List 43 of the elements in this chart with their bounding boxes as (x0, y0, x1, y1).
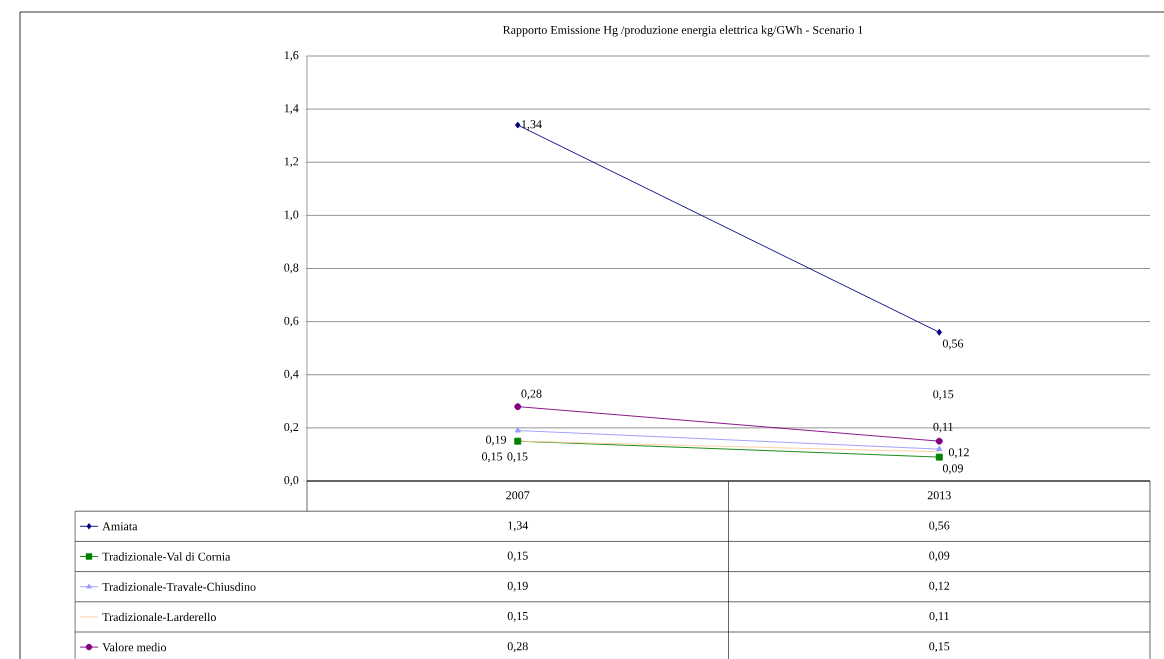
x-tick-label: 2007 (506, 491, 530, 500)
text: 0,15 (507, 452, 528, 463)
y-tick-label: 0,6 (284, 316, 299, 327)
data-label: 0,12 (929, 581, 950, 592)
point (515, 121, 521, 129)
data-label: 0,15 (507, 611, 528, 622)
y-tick-label: 1,2 (284, 157, 299, 168)
text: 0,56 (942, 339, 964, 350)
point (936, 328, 942, 336)
data-label: 1,34 (508, 521, 529, 532)
text: 0,19 (486, 435, 507, 446)
legend-label: Amiata (102, 522, 138, 531)
point (514, 437, 522, 445)
text: 0,12 (948, 448, 969, 459)
y-tick-label: 0,8 (284, 263, 299, 274)
legend-label: Tradizionale-Val di Cornia (102, 552, 231, 561)
x-tick-label: 2013 (927, 491, 951, 500)
y-tick-label: 0,0 (284, 476, 299, 486)
data-label: 0,11 (929, 611, 949, 622)
chart-title: Rapporto Emissione Hg /produzione energia elettrica kg/GWh - Scenario 1 (503, 25, 863, 37)
y-tick-label: 1,0 (284, 210, 299, 221)
data-label: 0,19 (507, 581, 528, 592)
data-label: 0,28 (507, 642, 528, 653)
y-tick-label: 1,4 (284, 104, 299, 115)
data-label: 0,15 (929, 642, 950, 653)
y-tick-label: 0,4 (284, 369, 299, 380)
text: 0,28 (521, 389, 542, 400)
legend-label: Tradizionale-Travale-Chiusdino (102, 582, 256, 591)
point (935, 437, 943, 445)
y-tick-label: 0,2 (284, 422, 299, 433)
text: 0,11 (933, 422, 953, 433)
legend-label: Valore medio (102, 642, 167, 652)
text: 1,34 (522, 120, 542, 130)
data-label: 0,15 (507, 551, 528, 562)
text: 0,09 (942, 464, 963, 475)
data-label: 0,09 (929, 551, 950, 562)
y-tick-label: 1,6 (284, 51, 299, 61)
data-label: 0,56 (929, 521, 950, 532)
point (514, 403, 522, 411)
legend-label: Tradizionale-Larderello (102, 612, 216, 622)
text: 0,15 (933, 390, 954, 400)
point (935, 453, 943, 461)
text: 0,15 (482, 452, 503, 463)
